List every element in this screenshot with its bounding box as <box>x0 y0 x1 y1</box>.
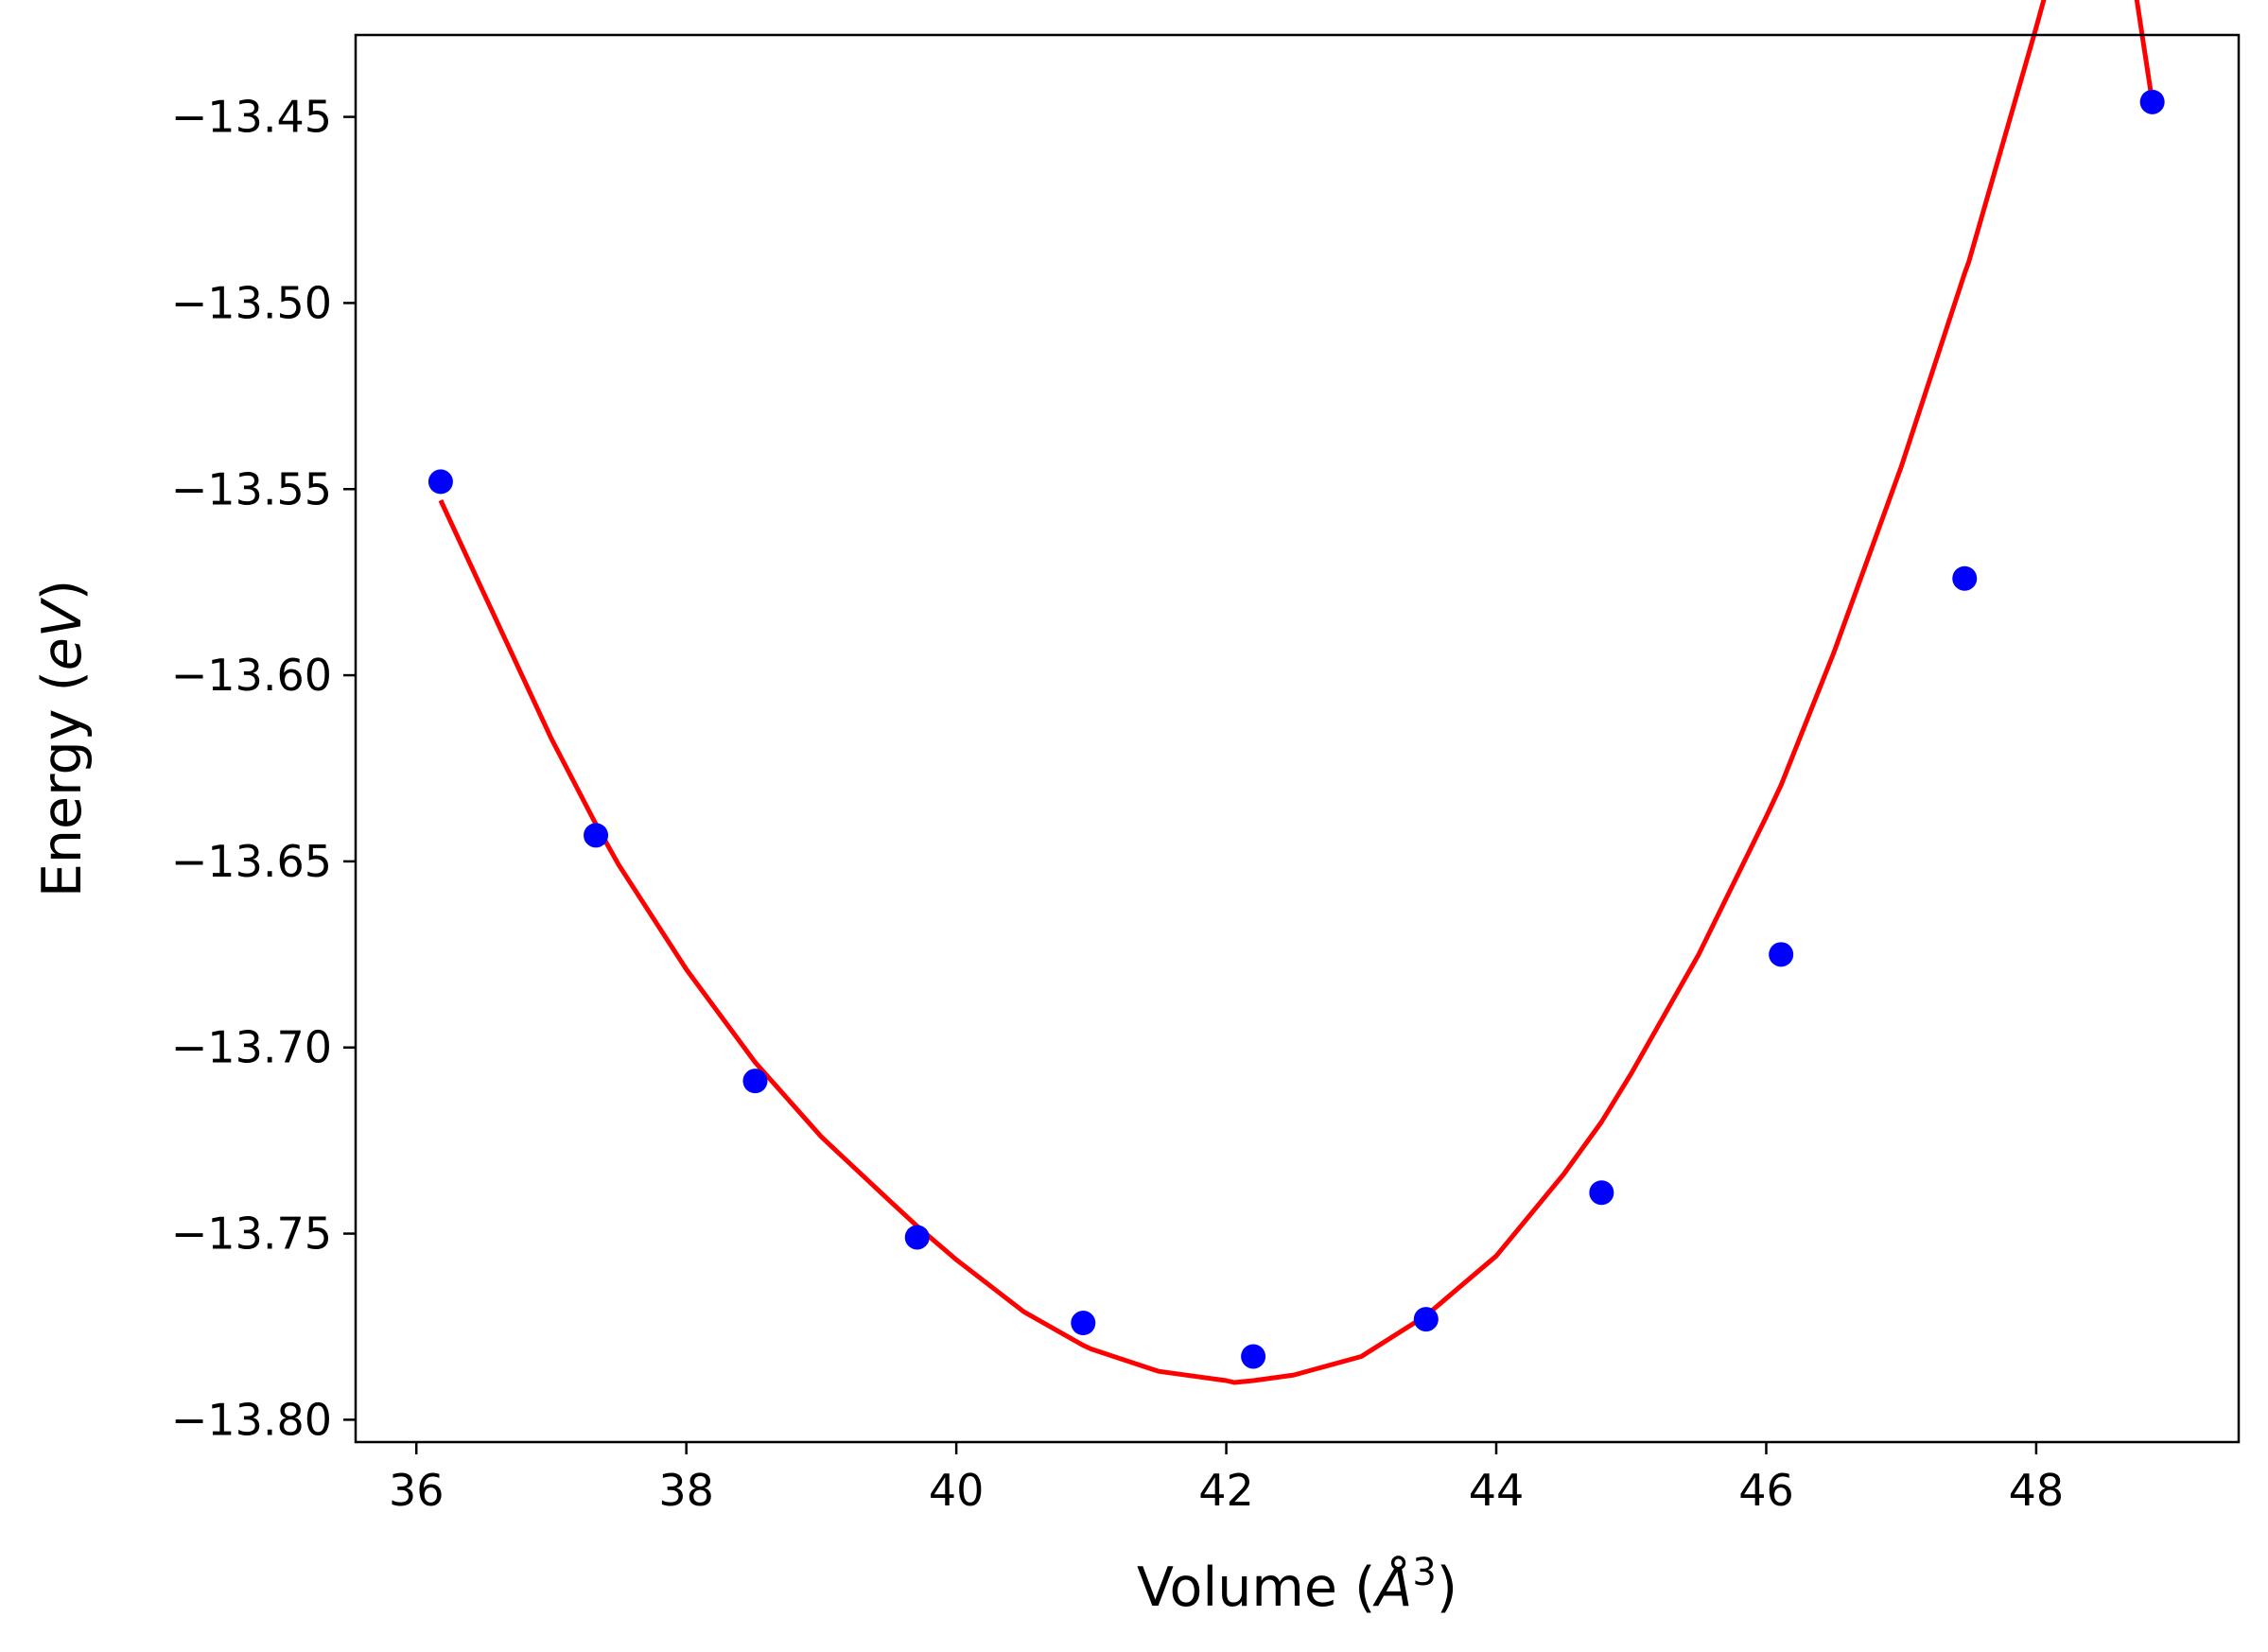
axes-frame <box>354 33 2241 1444</box>
data-point <box>2139 89 2165 114</box>
x-tick-label: 44 <box>1469 1465 1525 1516</box>
y-tick-label: −13.55 <box>171 463 332 514</box>
data-point <box>1769 942 1794 967</box>
x-axis-label: Volume (Å3) <box>1137 1551 1457 1619</box>
data-point <box>1589 1180 1614 1206</box>
y-axis-ticks: −13.45 −13.50 −13.55 −13.60 −13.65 −13.70 −13.… <box>171 92 356 1445</box>
y-axis-label-text: Energy ( <box>31 670 94 897</box>
data-point <box>584 823 609 848</box>
y-tick-label: −13.75 <box>171 1209 332 1260</box>
x-axis-label-exponent: 3 <box>1412 1551 1436 1594</box>
x-tick-label: 36 <box>389 1465 445 1516</box>
x-tick-label: 38 <box>658 1465 714 1516</box>
x-tick-label: 48 <box>2009 1465 2065 1516</box>
x-axis-label-symbol: Å <box>1371 1555 1412 1619</box>
y-tick-label: −13.50 <box>171 277 332 328</box>
y-tick-label: −13.60 <box>171 650 332 701</box>
y-tick-label: −13.70 <box>171 1022 332 1073</box>
y-tick-label: −13.80 <box>171 1394 332 1445</box>
data-point <box>427 469 453 495</box>
y-tick-label: −13.65 <box>171 836 332 887</box>
x-axis-label-text: Volume ( <box>1137 1556 1375 1619</box>
fit-curve-group <box>438 0 2155 1385</box>
data-point <box>1413 1307 1439 1332</box>
x-tick-label: 46 <box>1738 1465 1794 1516</box>
plot-area <box>427 0 2165 1385</box>
y-axis-label-unit: eV <box>31 597 94 670</box>
y-tick-label: −13.45 <box>171 92 332 143</box>
data-point <box>742 1069 768 1094</box>
y-axis-label-close: ) <box>31 580 94 600</box>
data-point <box>904 1225 930 1250</box>
data-points-group <box>427 89 2165 1369</box>
data-point <box>1071 1311 1096 1336</box>
y-axis-label: Energy (eV) <box>31 580 94 897</box>
data-point <box>1952 565 1978 591</box>
x-tick-label: 42 <box>1198 1465 1254 1516</box>
x-tick-label: 40 <box>929 1465 985 1516</box>
x-axis-label-close: ) <box>1437 1556 1457 1619</box>
data-point <box>1241 1344 1266 1369</box>
x-axis-ticks: 36 38 40 42 44 46 48 <box>389 1442 2064 1516</box>
fit-curve <box>438 0 2155 1385</box>
